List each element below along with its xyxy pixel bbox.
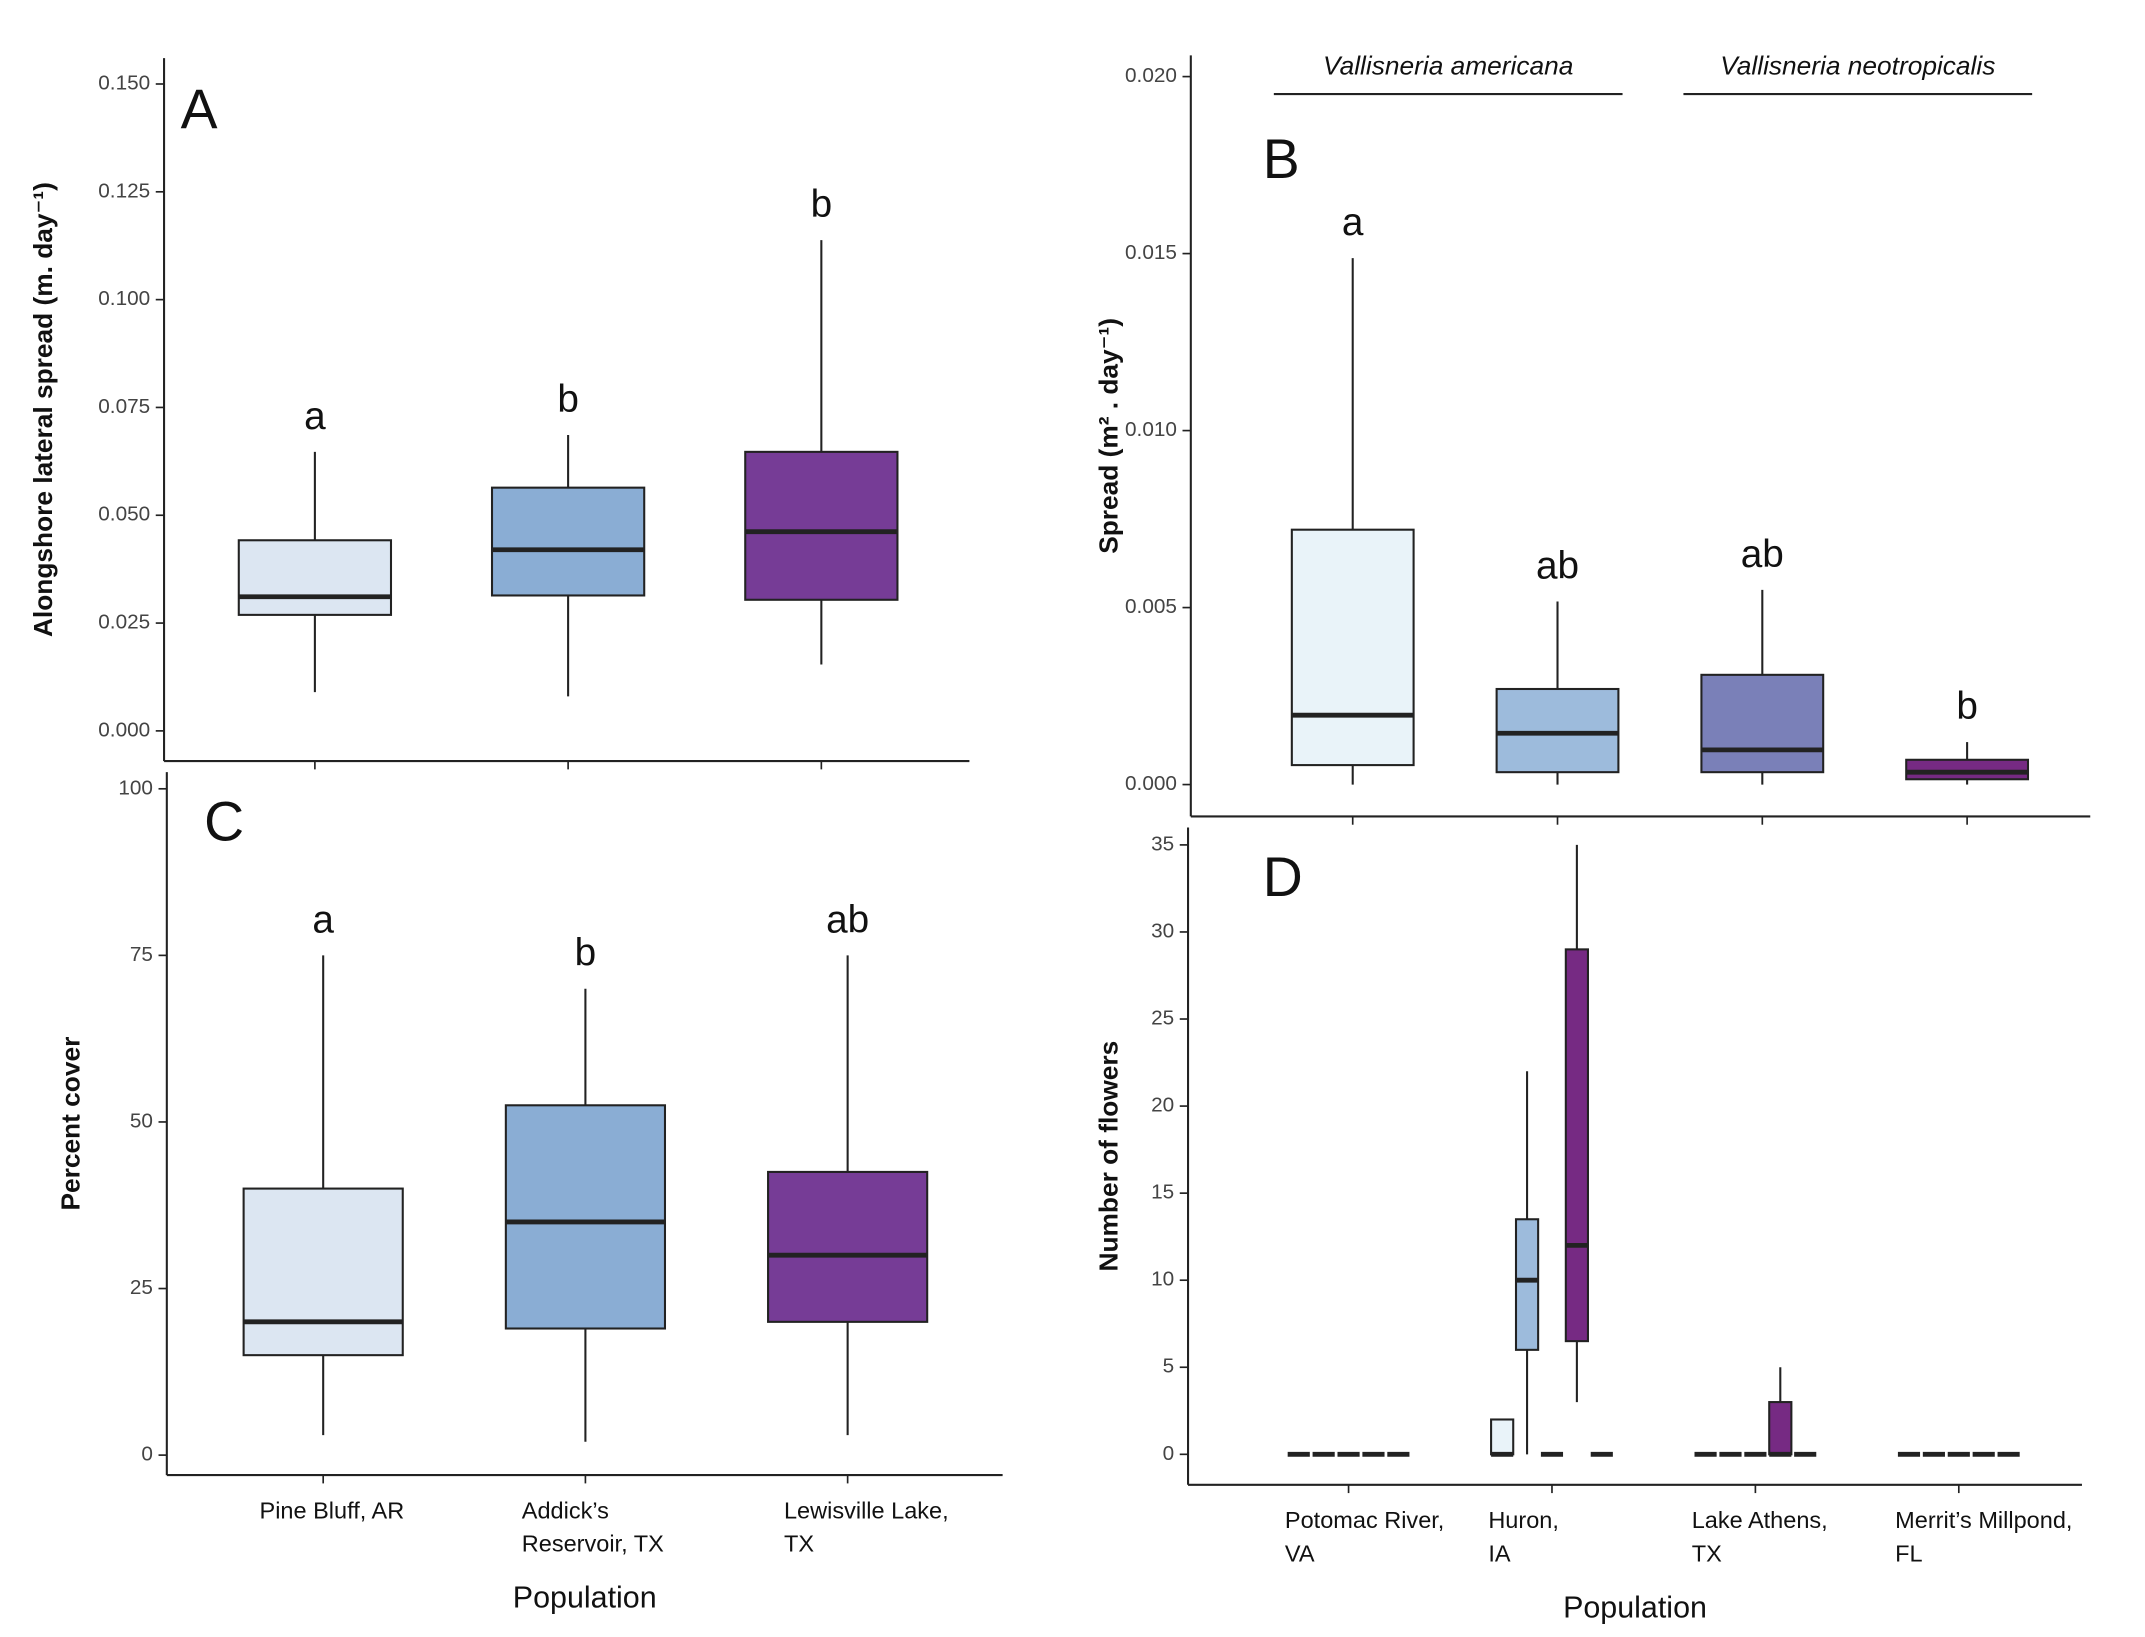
box [1495, 687, 1620, 774]
y-tick-label: 0.015 [1125, 241, 1177, 264]
significance-letter: ab [1741, 533, 1784, 576]
y-tick-label: 0.000 [98, 718, 150, 741]
significance-letter: a [304, 395, 326, 438]
x-axis-label: Population [513, 1581, 657, 1615]
box [1905, 758, 2030, 781]
panel-label: B [1263, 128, 1300, 190]
x-axis-label: Population [1563, 1590, 1707, 1624]
y-tick-label: 0.100 [98, 287, 150, 310]
box [490, 486, 646, 597]
y-tick-label: 0.025 [98, 611, 150, 634]
panel-label: C [204, 791, 244, 853]
box [237, 539, 393, 616]
y-tick-label: 30 [1151, 919, 1174, 942]
significance-letter: ab [826, 898, 869, 941]
significance-letter: b [575, 932, 597, 975]
x-tick-label: Potomac River, VA [1285, 1507, 1451, 1566]
y-tick-label: 5 [1163, 1355, 1175, 1378]
y-tick-label: 100 [118, 776, 153, 799]
species-label: Vallisneria neotropicalis [1720, 51, 1995, 81]
box [504, 1104, 667, 1330]
significance-letter: b [557, 378, 579, 421]
y-tick-label: 0.010 [1125, 418, 1177, 441]
x-tick-label: Pine Bluff, AR [260, 1498, 405, 1524]
species-label: Vallisneria americana [1323, 51, 1573, 81]
y-tick-label: 10 [1151, 1268, 1174, 1291]
y-axis-label: Spread (m² . day⁻¹) [1093, 318, 1123, 554]
significance-letter: a [1342, 201, 1364, 244]
y-tick-label: 0.050 [98, 503, 150, 526]
x-tick-label: Lewisville Lake, TX [784, 1498, 955, 1557]
box [1564, 948, 1589, 1343]
y-tick-label: 0 [141, 1443, 153, 1466]
box [1514, 1218, 1540, 1351]
x-tick-label: Addick’s Reservoir, TX [522, 1498, 664, 1557]
box [1290, 528, 1415, 767]
x-tick-label: Merrit’s Millpond, FL [1895, 1507, 2079, 1566]
y-axis-label: Alongshore lateral spread (m. day⁻¹) [28, 182, 58, 637]
y-tick-label: 15 [1151, 1181, 1174, 1204]
significance-letter: b [1956, 685, 1978, 728]
y-axis-label: Percent cover [56, 1037, 86, 1211]
box [767, 1170, 929, 1323]
y-tick-label: 0.075 [98, 395, 150, 418]
panel-label: A [181, 78, 218, 140]
box [1700, 673, 1825, 774]
box [1768, 1401, 1793, 1456]
y-tick-label: 0.125 [98, 179, 150, 202]
y-tick-label: 25 [130, 1276, 153, 1299]
y-tick-label: 0.020 [1125, 64, 1177, 87]
significance-letter: ab [1536, 545, 1579, 588]
significance-letter: a [312, 898, 334, 941]
x-tick-label: Lake Athens, TX [1692, 1507, 1835, 1566]
y-tick-label: 0.000 [1125, 772, 1177, 795]
y-tick-label: 75 [130, 943, 153, 966]
y-tick-label: 20 [1151, 1094, 1174, 1117]
box [744, 450, 899, 601]
y-axis-label: Number of flowers [1093, 1041, 1123, 1272]
x-tick-label: Huron, IA [1488, 1507, 1565, 1566]
box [1490, 1418, 1515, 1456]
y-tick-label: 0.150 [98, 71, 150, 94]
panel-label: D [1263, 846, 1303, 908]
y-tick-label: 25 [1151, 1007, 1174, 1030]
box [242, 1187, 404, 1357]
y-tick-label: 50 [130, 1109, 153, 1132]
y-tick-label: 0.005 [1125, 595, 1177, 618]
y-tick-label: 0 [1163, 1442, 1175, 1465]
significance-letter: b [811, 183, 833, 226]
y-tick-label: 35 [1151, 832, 1174, 855]
